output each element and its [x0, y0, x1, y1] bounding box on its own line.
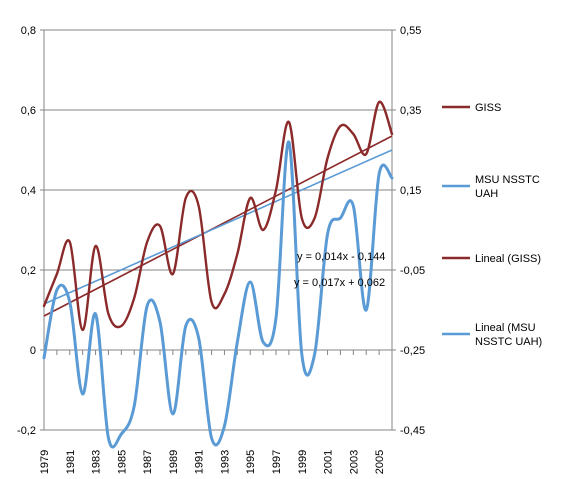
legend-label: UAH: [475, 188, 498, 200]
trend-equation: y = 0,014x - 0,144: [297, 251, 385, 263]
x-tick-label: 1993: [219, 450, 231, 474]
x-tick-label: 1983: [91, 450, 103, 474]
legend: GISS MSU NSSTC UAH Lineal (GISS) Lineal (MSU…: [442, 102, 542, 348]
trend-equation: y = 0,017x + 0,062: [294, 277, 385, 289]
x-tick-label: 2005: [374, 450, 386, 474]
legend-label: Lineal (GISS): [475, 253, 541, 265]
legend-label: MSU NSSTC: [475, 174, 540, 186]
tick-labels: -0,2 -0,45 0 -0,25 0,2 -0,05 0,4 0,15 0,6 0,35 0,8…: [17, 25, 425, 474]
x-tick-label: 1981: [65, 450, 77, 474]
x-tick-label: 1991: [194, 450, 206, 474]
y-left-tick-label: -0,2: [17, 425, 36, 437]
y-right-tick-label: -0,05: [400, 265, 425, 277]
legend-label: GISS: [475, 102, 501, 114]
y-right-tick-label: 0,35: [400, 105, 421, 117]
y-right-tick-label: -0,45: [400, 425, 425, 437]
x-tick-label: 1999: [297, 450, 309, 474]
y-left-tick-label: 0,6: [21, 105, 36, 117]
y-right-tick-label: -0,25: [400, 345, 425, 357]
y-left-tick-label: 0,8: [21, 25, 36, 37]
series-line-msu-nsstc-uah: [42, 140, 394, 449]
x-tick-label: 2001: [323, 450, 335, 474]
y-left-tick-label: 0: [30, 345, 36, 357]
y-left-tick-label: 0,4: [21, 185, 36, 197]
x-tick-label: 1987: [142, 450, 154, 474]
y-left-tick-label: 0,2: [21, 265, 36, 277]
x-tick-label: 1985: [116, 450, 128, 474]
x-tick-label: 1979: [39, 450, 51, 474]
legend-label: NSSTC UAH): [475, 336, 542, 348]
axes: [40, 29, 396, 431]
x-tick-label: 1989: [168, 450, 180, 474]
y-right-tick-label: 0,55: [400, 25, 421, 37]
gridlines: [44, 29, 392, 431]
series-layer: [42, 100, 394, 449]
legend-label: Lineal (MSU: [475, 322, 536, 334]
x-tick-label: 2003: [348, 450, 360, 474]
x-tick-label: 1995: [245, 450, 257, 474]
y-right-tick-label: 0,15: [400, 185, 421, 197]
trendline-lineal-giss-: [43, 135, 393, 317]
series-line-giss: [42, 100, 394, 332]
annotations: y = 0,014x - 0,144 y = 0,017x + 0,062: [294, 251, 385, 289]
x-tick-label: 1997: [271, 450, 283, 474]
